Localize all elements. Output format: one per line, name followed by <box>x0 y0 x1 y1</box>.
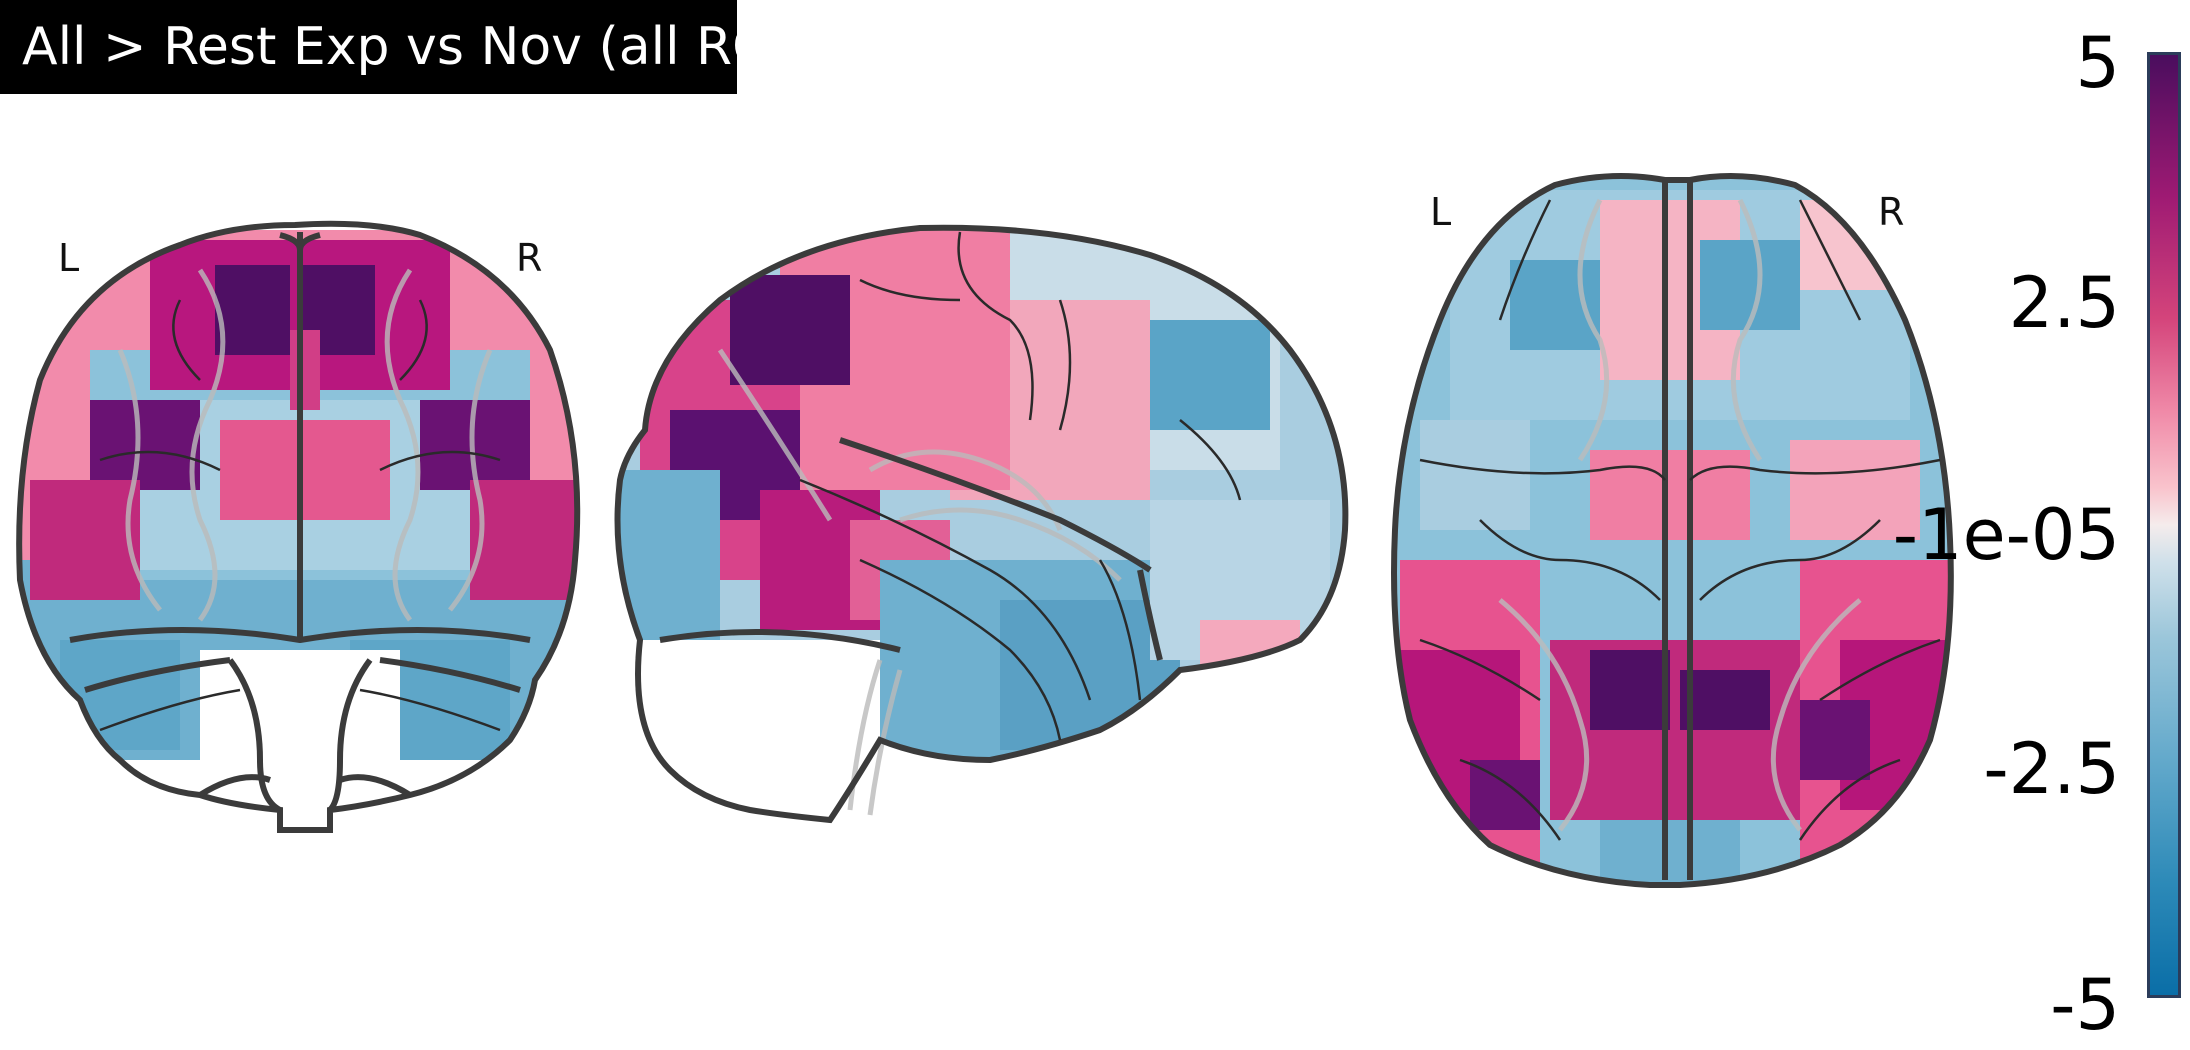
colorbar-tick-min: -5 <box>2050 970 2120 1040</box>
colorbar <box>2147 52 2181 998</box>
axial-right-label: R <box>1878 190 1904 234</box>
colorbar-tick-low: -2.5 <box>1983 734 2120 804</box>
coronal-right-label: R <box>516 236 542 280</box>
coronal-left-label: L <box>58 236 79 280</box>
colorbar-tick-mid: -1e-05 <box>1893 500 2120 570</box>
colorbar-tick-max: 5 <box>2075 28 2120 98</box>
axial-view <box>1380 165 1960 895</box>
coronal-view <box>0 200 600 850</box>
sagittal-view <box>600 220 1360 840</box>
colorbar-tick-high: 2.5 <box>2009 268 2120 338</box>
axial-left-label: L <box>1430 190 1451 234</box>
